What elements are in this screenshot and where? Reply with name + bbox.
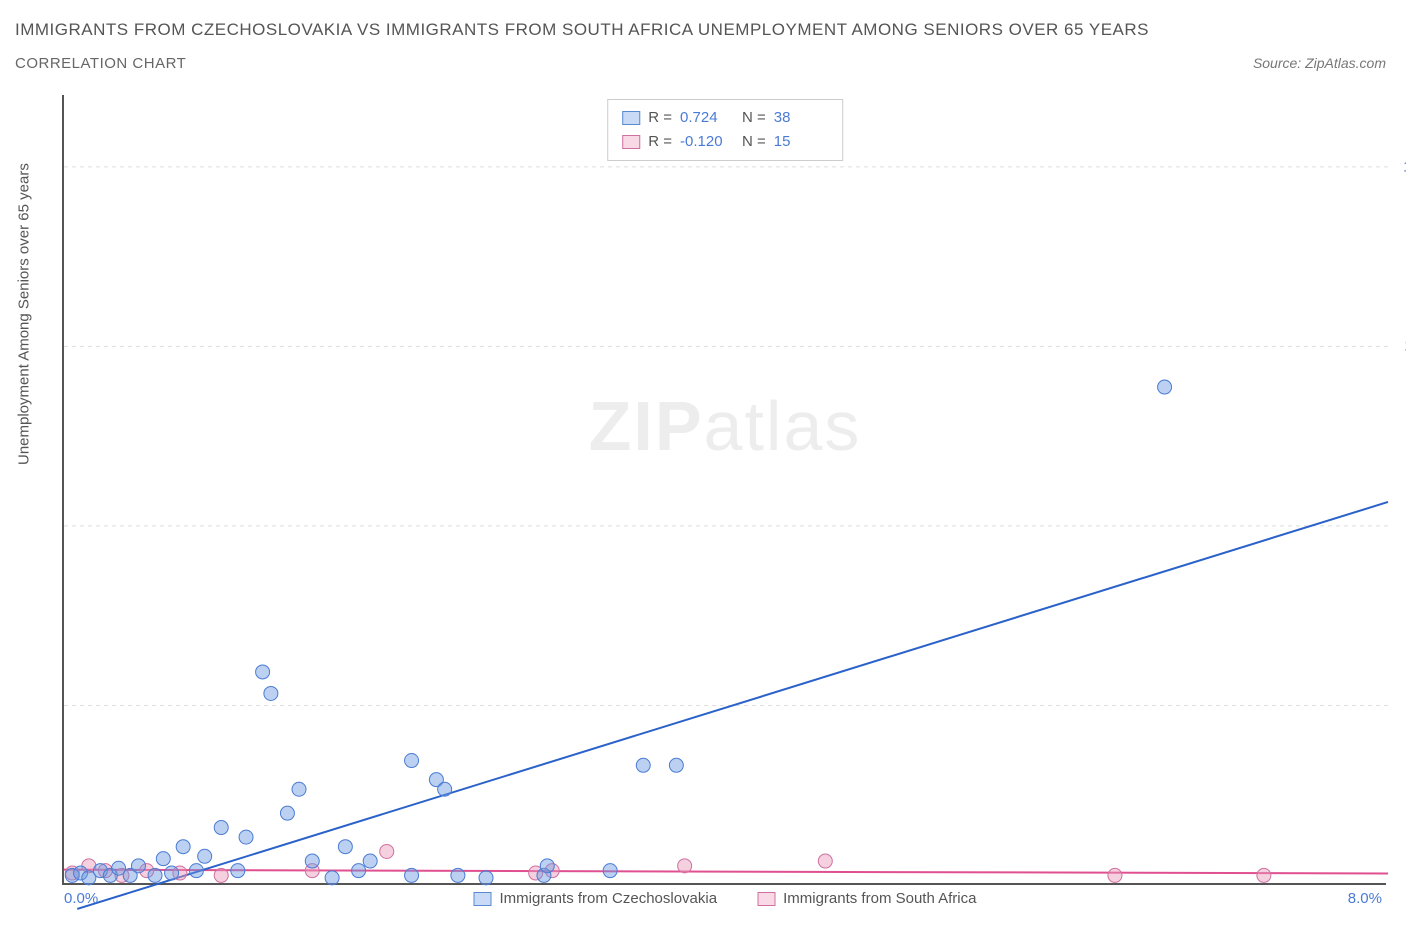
n-label: N = (742, 106, 766, 130)
n-value-b: 15 (774, 130, 828, 154)
scatter-svg (64, 95, 1386, 883)
chart-title: IMMIGRANTS FROM CZECHOSLOVAKIA VS IMMIGR… (15, 20, 1149, 40)
stats-row-series-b: R = -0.120 N = 15 (622, 130, 828, 154)
r-label: R = (648, 106, 672, 130)
x-tick-min: 0.0% (64, 890, 98, 907)
legend-item-a: Immigrants from Czechoslovakia (474, 890, 718, 907)
y-axis-label: Unemployment Among Seniors over 65 years (16, 163, 33, 465)
source-attribution: Source: ZipAtlas.com (1253, 55, 1386, 71)
legend-label-a: Immigrants from Czechoslovakia (500, 890, 718, 907)
n-label: N = (742, 130, 766, 154)
legend-item-b: Immigrants from South Africa (757, 890, 976, 907)
swatch-series-a (622, 111, 640, 125)
legend-swatch-b (757, 892, 775, 906)
stats-row-series-a: R = 0.724 N = 38 (622, 106, 828, 130)
n-value-a: 38 (774, 106, 828, 130)
r-value-b: -0.120 (680, 130, 734, 154)
chart-plot-area: ZIPatlas R = 0.724 N = 38 R = -0.120 N =… (62, 95, 1386, 885)
swatch-series-b (622, 135, 640, 149)
legend-swatch-a (474, 892, 492, 906)
x-tick-max: 8.0% (1348, 890, 1382, 907)
legend: Immigrants from Czechoslovakia Immigrant… (474, 890, 977, 907)
chart-subtitle: CORRELATION CHART (15, 55, 186, 72)
legend-label-b: Immigrants from South Africa (783, 890, 976, 907)
r-value-a: 0.724 (680, 106, 734, 130)
correlation-stats-box: R = 0.724 N = 38 R = -0.120 N = 15 (607, 99, 843, 161)
r-label: R = (648, 130, 672, 154)
